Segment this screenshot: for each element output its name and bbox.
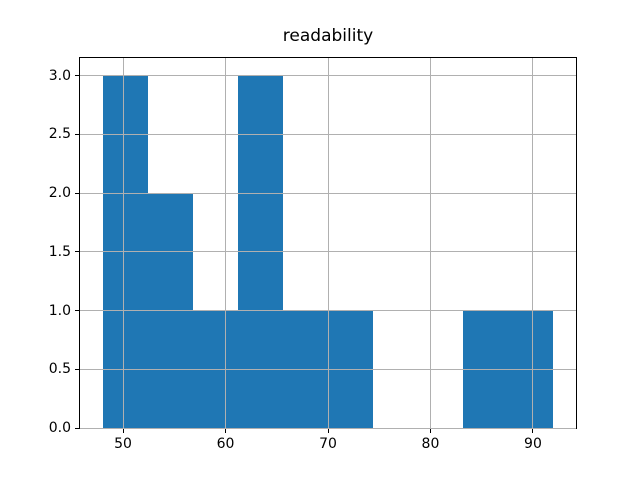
x-axis-tick-label: 60	[216, 436, 235, 452]
x-axis-tick	[327, 429, 329, 433]
y-axis-tick-label: 2.0	[48, 185, 71, 202]
x-gridline	[429, 58, 431, 428]
x-gridline	[122, 58, 124, 428]
x-axis-tick	[225, 429, 227, 433]
chart-title: readability	[282, 26, 374, 46]
x-axis-tick-label: 50	[114, 436, 132, 452]
x-axis-tick	[429, 429, 431, 433]
x-gridline	[225, 58, 227, 428]
y-axis-tick	[75, 251, 79, 253]
x-axis-tick-label: 90	[524, 436, 542, 452]
y-gridline	[80, 251, 576, 253]
y-axis-tick-label: 1.5	[48, 243, 71, 260]
y-axis-tick	[75, 192, 79, 194]
x-gridline	[327, 58, 329, 428]
y-gridline	[80, 427, 576, 429]
x-axis-tick-label: 80	[421, 436, 440, 452]
y-gridline	[80, 310, 576, 312]
y-axis-tick	[75, 310, 79, 312]
y-gridline	[80, 192, 576, 194]
y-gridline	[80, 75, 576, 77]
y-gridline	[80, 133, 576, 135]
y-axis-tick-label: 0.0	[48, 420, 71, 436]
x-axis-tick	[122, 429, 124, 433]
y-axis-tick	[75, 427, 79, 429]
y-axis-tick-label: 0.5	[48, 361, 71, 378]
x-gridline	[532, 58, 534, 428]
y-axis-tick	[75, 368, 79, 370]
y-axis-tick	[75, 133, 79, 135]
y-axis-tick-label: 2.5	[48, 126, 71, 143]
y-gridline	[80, 368, 576, 370]
y-axis-tick	[75, 75, 79, 77]
y-axis-tick-label: 1.0	[48, 302, 71, 319]
y-axis-tick-label: 3.0	[48, 67, 71, 84]
plot-area: 50 60 70 80 90 0.0 0.5 1.0 1.5 2.0 2.5 3.0	[49, 57, 577, 452]
x-axis-tick	[532, 429, 534, 433]
x-axis-tick-label: 70	[319, 436, 337, 452]
